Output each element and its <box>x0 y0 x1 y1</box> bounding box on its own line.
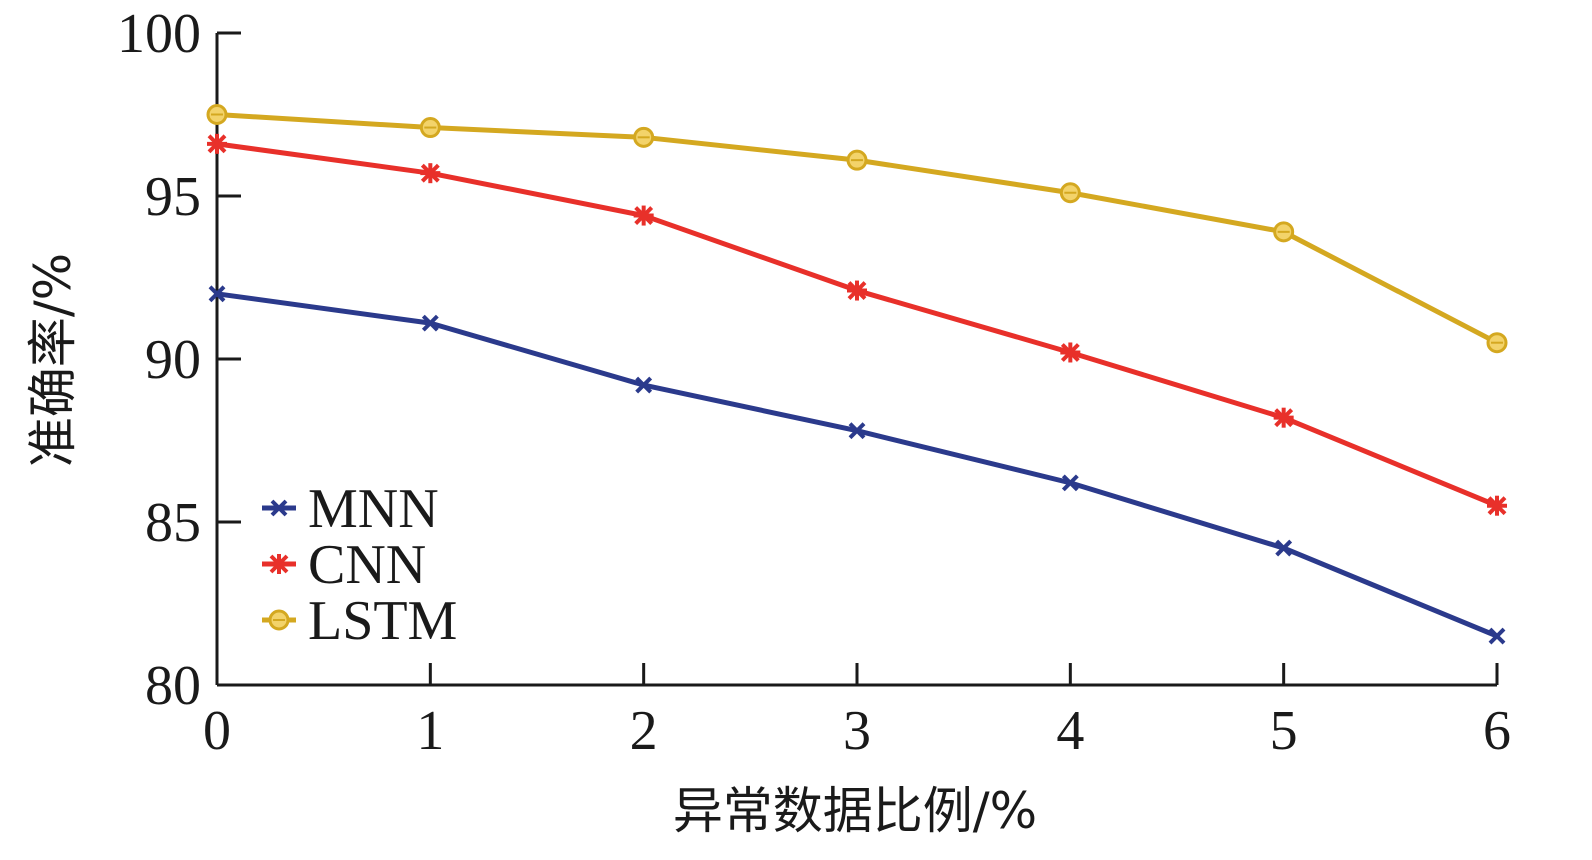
x-tick-label-3: 3 <box>843 700 871 762</box>
point-lstm-3 <box>846 149 868 171</box>
point-mnn-2 <box>635 376 653 394</box>
legend-item-mnn: MNN <box>262 478 439 540</box>
legend-label-cnn: CNN <box>308 534 426 596</box>
legend-marker-cnn <box>269 554 289 574</box>
point-mnn-4-b <box>1061 474 1079 492</box>
legend-marker-lstm <box>268 609 290 631</box>
legend-item-cnn: CNN <box>262 534 426 596</box>
point-mnn-0 <box>208 285 226 303</box>
point-mnn-1 <box>421 314 439 332</box>
point-cnn-3 <box>847 280 867 301</box>
series-mnn <box>208 285 1506 645</box>
point-mnn-0-b <box>208 285 226 303</box>
legend-label-mnn: MNN <box>308 478 439 540</box>
series-layer <box>206 104 1508 645</box>
y-tick-label-80: 80 <box>145 655 201 717</box>
point-mnn-5 <box>1275 539 1293 557</box>
point-mnn-2-b <box>635 376 653 394</box>
x-tick-label-1: 1 <box>416 700 444 762</box>
x-tick-label-4: 4 <box>1056 700 1084 762</box>
x-tick-label-2: 2 <box>630 700 658 762</box>
point-mnn-1-b <box>421 314 439 332</box>
legend-label-lstm: LSTM <box>308 590 457 652</box>
x-tick-label-6: 6 <box>1483 700 1511 762</box>
y-tick-label-85: 85 <box>145 492 201 554</box>
x-tick-label-5: 5 <box>1270 700 1298 762</box>
point-cnn-0 <box>207 133 227 154</box>
series-cnn <box>207 133 1507 516</box>
y-axis-label: 准确率/% <box>24 253 82 467</box>
legend-item-lstm: LSTM <box>262 590 457 652</box>
point-mnn-6 <box>1488 627 1506 645</box>
x-axis-label: 异常数据比例/% <box>673 782 1037 840</box>
point-cnn-5 <box>1273 407 1294 428</box>
point-lstm-6 <box>1486 332 1508 354</box>
y-tick-label-90: 90 <box>145 329 201 391</box>
series-line-lstm <box>216 112 1499 345</box>
y-tick-label-95: 95 <box>145 166 201 228</box>
legend-marker-mnn <box>270 499 288 517</box>
point-cnn-4 <box>1060 342 1081 363</box>
point-cnn-1 <box>420 163 441 184</box>
point-cnn-2 <box>633 205 654 226</box>
point-mnn-3-b <box>848 422 866 440</box>
x-tick-label-0: 0 <box>203 700 231 762</box>
point-mnn-5-b <box>1275 539 1293 557</box>
legend-marker-mnn-b <box>270 499 288 517</box>
series-line-cnn <box>216 141 1498 509</box>
point-lstm-0 <box>206 104 228 125</box>
series-lstm <box>206 104 1508 354</box>
point-lstm-4 <box>1059 182 1081 204</box>
point-lstm-1 <box>419 117 441 139</box>
point-mnn-6-b <box>1488 627 1506 645</box>
point-lstm-5 <box>1273 221 1295 243</box>
axes: 80 85 90 95 100 0 1 2 3 4 5 6 <box>117 3 1511 762</box>
point-mnn-3 <box>848 422 866 440</box>
point-lstm-2 <box>633 126 655 148</box>
y-tick-label-100: 100 <box>117 3 201 65</box>
point-mnn-4 <box>1061 474 1079 492</box>
point-cnn-6 <box>1487 495 1507 516</box>
